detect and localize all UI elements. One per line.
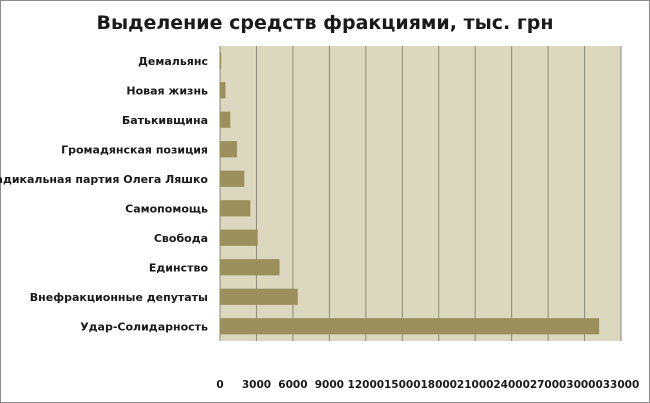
bars [220, 52, 600, 335]
x-tick-label: 6000 [278, 379, 307, 391]
bar [220, 141, 238, 158]
category-label: Внефракционные депутаты [30, 291, 208, 304]
bar [220, 52, 222, 69]
x-tick-label: 30000 [566, 379, 603, 391]
bar [220, 229, 258, 246]
x-tick-label: 33000 [603, 379, 640, 391]
category-labels: Демальянс Новая жизнь Батькивщина Громадянс… [0, 55, 208, 334]
category-label: Батькивщина [122, 114, 208, 127]
x-tick-label: 0 [216, 379, 223, 391]
category-label: Демальянс [138, 55, 208, 68]
bar [220, 288, 298, 305]
x-tick-label: 3000 [242, 379, 271, 391]
category-label: Новая жизнь [126, 84, 208, 97]
category-label: Удар-Солидарность [80, 320, 208, 333]
category-label: Радикальная партия Олега Ляшко [0, 173, 208, 186]
category-label: Самопомощь [125, 202, 208, 215]
x-tick-label: 21000 [457, 379, 494, 391]
x-tick-label: 12000 [348, 379, 385, 391]
bar [220, 170, 245, 187]
bar [220, 200, 251, 217]
chart-title: Выделение средств фракциями, тыс. грн [96, 12, 553, 34]
x-tick-labels: 0 3000 6000 9000 12000 15000 18000 21000 24000 27… [216, 379, 639, 391]
category-label: Громадянская позиция [61, 143, 208, 156]
x-tick-label: 15000 [384, 379, 421, 391]
bar [220, 82, 226, 99]
category-label: Единство [149, 261, 209, 274]
x-tick-label: 27000 [530, 379, 567, 391]
bar [220, 259, 280, 276]
category-label: Свобода [154, 232, 208, 245]
x-tick-label: 24000 [493, 379, 530, 391]
x-tick-label: 9000 [315, 379, 344, 391]
bar [220, 111, 231, 128]
x-tick-label: 18000 [420, 379, 457, 391]
bar [220, 318, 600, 335]
